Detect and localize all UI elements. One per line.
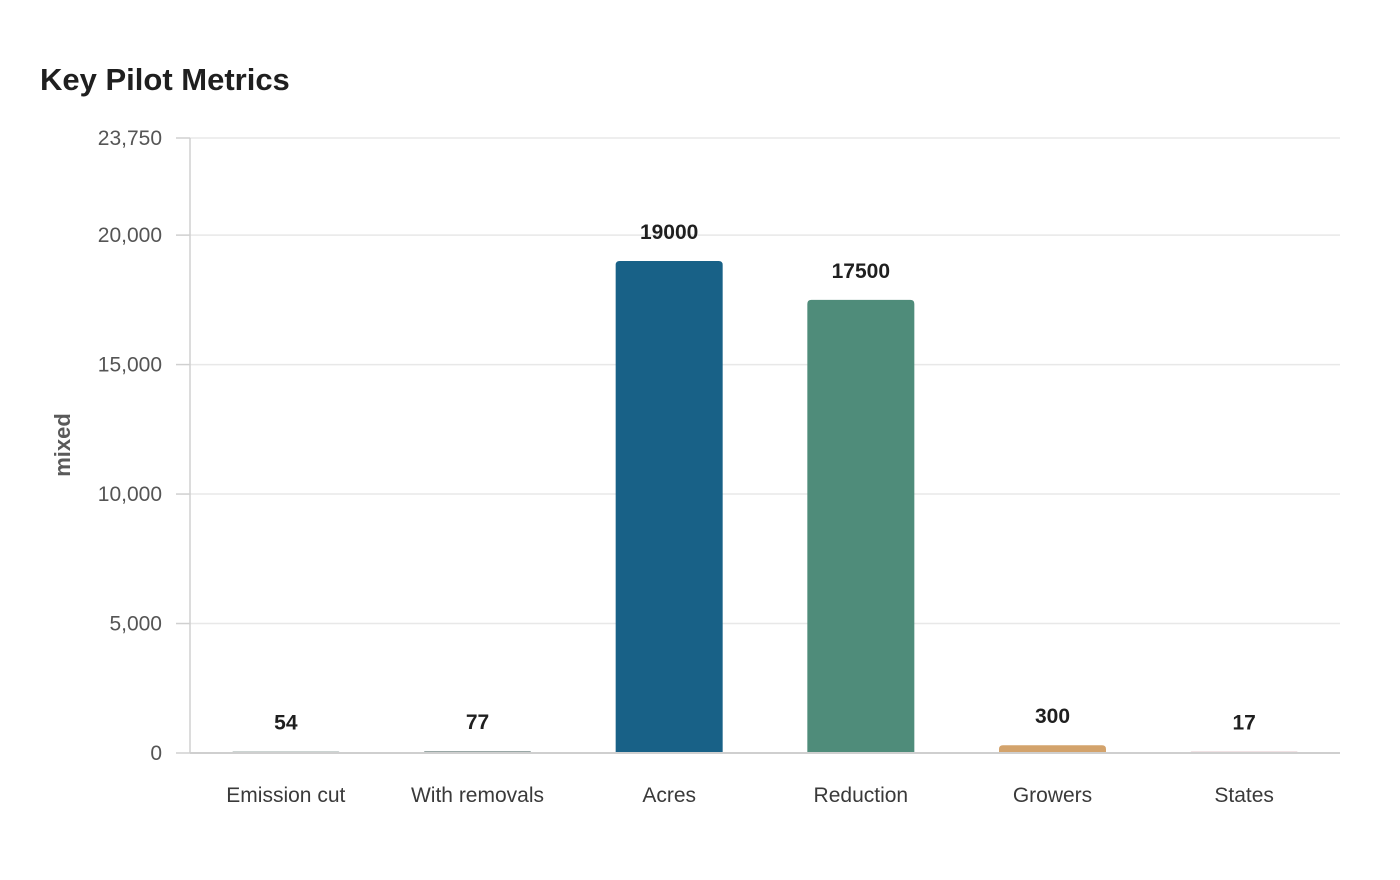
data-label: 19000 [640, 221, 698, 244]
y-axis-label: mixed [50, 413, 75, 477]
x-tick-label: Acres [642, 784, 696, 807]
axes [176, 137, 1340, 754]
x-tick-label: Emission cut [226, 784, 345, 807]
data-label: 17 [1232, 712, 1255, 735]
y-tick-label: 20,000 [98, 224, 162, 247]
bar [807, 299, 915, 753]
data-label: 300 [1035, 705, 1070, 728]
x-tick-label: With removals [411, 784, 544, 807]
y-tick-label: 5,000 [109, 613, 162, 636]
chart-title: Key Pilot Metrics [40, 62, 290, 97]
bars [232, 261, 1298, 753]
bar [999, 745, 1106, 753]
gridlines [190, 137, 1340, 625]
data-label: 77 [466, 711, 489, 734]
x-tick-label: States [1214, 784, 1274, 807]
bar [615, 261, 723, 753]
x-tick-label: Reduction [814, 784, 909, 807]
y-tick-label: 10,000 [98, 483, 162, 506]
y-tick-label: 15,000 [98, 354, 162, 377]
y-tick-labels: 0 5,000 10,000 15,000 20,000 23,750 [98, 127, 162, 765]
y-tick-label: 23,750 [98, 127, 162, 150]
data-label: 17500 [832, 260, 890, 283]
x-tick-labels: Emission cut With removals Acres Reduction G… [226, 784, 1274, 807]
data-label: 54 [274, 712, 298, 735]
x-tick-label: Growers [1013, 784, 1092, 807]
data-labels: 54 77 19000 17500 300 17 [274, 221, 1256, 735]
y-tick-label: 0 [150, 742, 162, 765]
